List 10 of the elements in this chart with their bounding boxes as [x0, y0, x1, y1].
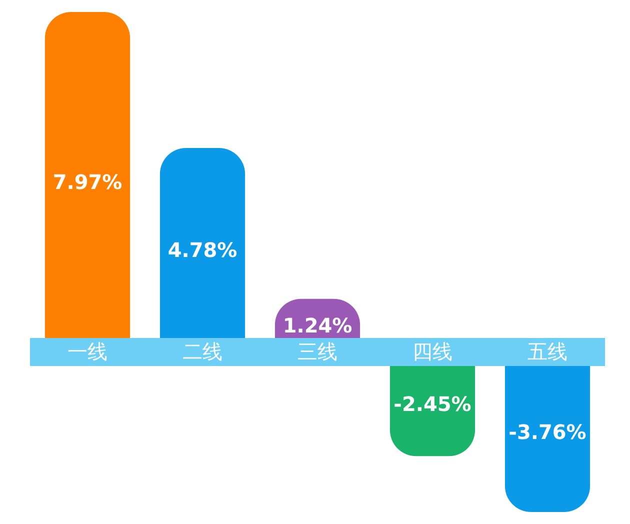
- data-label: -2.45%: [394, 392, 472, 416]
- x-tick-label: 四线: [412, 340, 452, 364]
- data-label: 7.97%: [52, 170, 122, 194]
- x-tick-label: 一线: [68, 340, 108, 364]
- x-tick-label: 五线: [528, 340, 568, 364]
- data-label: -3.76%: [508, 420, 586, 444]
- data-label: 1.24%: [282, 313, 352, 338]
- x-tick-label: 三线: [298, 340, 338, 364]
- data-label: 4.78%: [168, 238, 238, 262]
- x-tick-label: 二线: [182, 340, 222, 364]
